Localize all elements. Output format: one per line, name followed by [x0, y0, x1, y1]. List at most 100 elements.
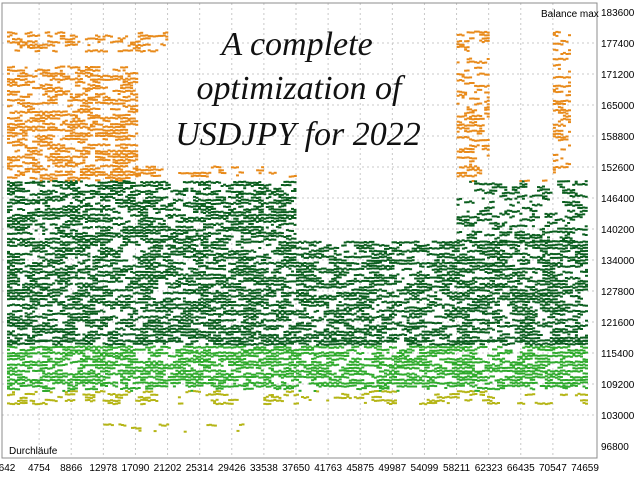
data-point [198, 316, 201, 319]
data-point [52, 99, 56, 102]
data-point [87, 238, 91, 241]
data-point [29, 312, 33, 315]
data-point [238, 271, 242, 274]
data-point [59, 170, 63, 173]
data-point [464, 165, 468, 168]
data-point [258, 291, 262, 294]
data-point [280, 283, 284, 286]
data-point [160, 322, 164, 325]
data-point [95, 81, 98, 84]
data-point [474, 145, 478, 148]
data-point [12, 261, 15, 264]
data-point [469, 57, 473, 60]
data-point [255, 288, 259, 291]
data-point [100, 38, 103, 41]
data-point [476, 118, 480, 121]
data-point [185, 247, 189, 250]
data-point [230, 262, 234, 265]
data-point [170, 310, 174, 313]
data-point [54, 72, 58, 75]
data-point [243, 312, 247, 315]
data-point [7, 69, 10, 71]
data-point [17, 294, 21, 297]
data-point [235, 243, 239, 246]
data-point [120, 117, 124, 120]
data-point [97, 234, 101, 237]
data-point [117, 78, 121, 81]
data-point [285, 316, 289, 319]
data-point [268, 325, 272, 328]
data-point [102, 99, 106, 102]
data-point [469, 150, 473, 153]
data-point [213, 337, 217, 340]
data-point [100, 165, 103, 168]
data-point [288, 253, 292, 255]
data-point [198, 277, 201, 280]
data-point [245, 325, 249, 328]
data-point [293, 336, 297, 339]
data-point [275, 247, 279, 250]
data-point [560, 102, 564, 105]
data-point [218, 265, 222, 267]
data-point [34, 241, 38, 244]
data-point [77, 312, 81, 315]
data-point [208, 307, 211, 310]
data-point [225, 252, 229, 255]
data-point [215, 307, 219, 310]
data-point [210, 285, 214, 288]
data-point [270, 336, 274, 339]
data-point [95, 98, 98, 101]
data-point [32, 34, 36, 37]
data-point [486, 154, 490, 157]
data-point [293, 334, 297, 337]
data-point [233, 318, 237, 321]
data-point [79, 294, 83, 297]
data-point [32, 294, 36, 297]
data-point [157, 247, 161, 250]
data-point [167, 322, 171, 325]
data-point [69, 156, 73, 159]
data-point [125, 303, 129, 306]
data-point [283, 331, 287, 333]
data-point [62, 328, 66, 331]
data-point [130, 289, 134, 292]
data-point [293, 223, 297, 226]
data-point [69, 265, 73, 268]
data-point [273, 234, 277, 237]
data-point [34, 69, 38, 72]
data-point [140, 330, 144, 333]
data-point [238, 313, 242, 316]
data-point [89, 111, 93, 114]
data-point [17, 98, 21, 101]
data-point [84, 304, 88, 307]
data-point [14, 223, 18, 226]
data-point [210, 337, 214, 340]
data-point [117, 144, 121, 147]
data-point [115, 316, 119, 319]
data-point [127, 173, 131, 176]
data-point [122, 333, 126, 336]
data-point [64, 253, 68, 256]
data-point [122, 340, 126, 343]
data-point [19, 258, 23, 261]
data-point [152, 325, 156, 328]
data-point [220, 238, 224, 240]
data-point [102, 132, 106, 135]
data-point [87, 37, 91, 40]
data-point [155, 277, 159, 280]
data-point [44, 155, 48, 158]
data-point [560, 123, 564, 126]
data-point [182, 241, 186, 244]
data-point [47, 277, 51, 280]
data-point [230, 282, 234, 285]
data-point [42, 138, 46, 141]
data-point [223, 274, 227, 277]
data-point [95, 123, 98, 126]
data-point [17, 289, 21, 292]
data-point [95, 267, 98, 270]
data-point [205, 298, 209, 301]
data-point [476, 30, 480, 33]
data-point [59, 256, 63, 259]
data-point [213, 259, 217, 261]
data-point [258, 294, 262, 297]
